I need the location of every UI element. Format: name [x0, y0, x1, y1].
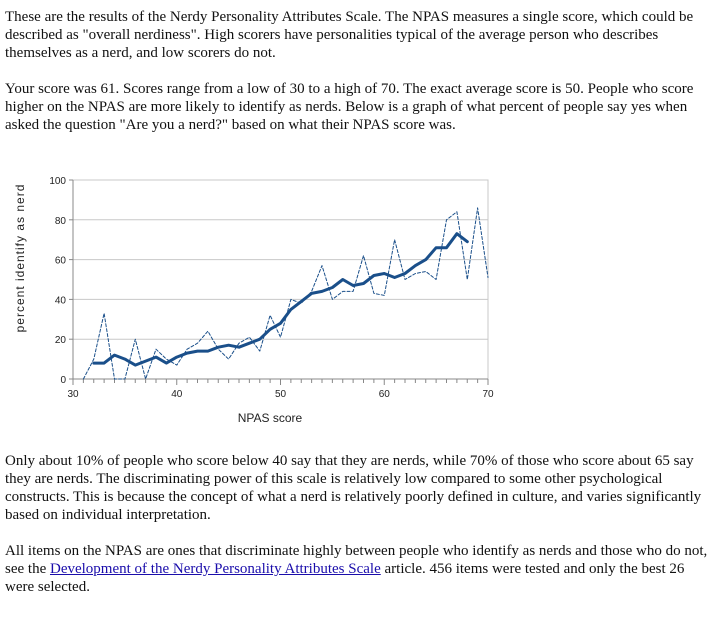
- x-tick-label-30: 30: [67, 389, 79, 400]
- y-tick-label-20: 20: [55, 335, 67, 346]
- y-tick-label-60: 60: [55, 256, 67, 267]
- x-tick-label-50: 50: [275, 389, 287, 400]
- plot-frame: [72, 179, 489, 380]
- grid-layer: [72, 179, 489, 380]
- x-tick-label-60: 60: [379, 389, 391, 400]
- x-axis-label: NPAS score: [238, 411, 303, 425]
- y-axis-label: percent identify as nerd: [13, 184, 27, 333]
- y-tick-label-100: 100: [49, 176, 66, 187]
- raw-series-line: [82, 207, 489, 380]
- y-tick-label-80: 80: [55, 216, 67, 227]
- closing-text-before: All items on the NPAS are ones that disc…: [5, 543, 708, 577]
- closing-paragraph: All items on the NPAS are ones that disc…: [5, 542, 713, 596]
- intro-paragraph: These are the results of the Nerdy Perso…: [5, 9, 694, 61]
- axis-layer: 0 20 40 60 80 100 30 40 50 60 70: [49, 176, 494, 400]
- npas-line-chart: 0 20 40 60 80 100 30 40 50 60 70 percent identify …: [13, 176, 494, 425]
- score-paragraph: Your score was 61. Scores range from a l…: [5, 81, 694, 133]
- smoothed-series-line: [92, 232, 469, 367]
- y-tick-label-40: 40: [55, 295, 67, 306]
- closing-text-after: article. 456 items were tested and only …: [5, 561, 685, 595]
- x-tick-label-70: 70: [482, 389, 494, 400]
- y-tick-label-0: 0: [60, 375, 66, 386]
- series-layer: [82, 207, 489, 380]
- development-article-link[interactable]: Development of the Nerdy Personality Att…: [49, 561, 381, 577]
- discussion-paragraph: Only about 10% of people who score below…: [5, 453, 702, 523]
- x-tick-label-40: 40: [171, 389, 183, 400]
